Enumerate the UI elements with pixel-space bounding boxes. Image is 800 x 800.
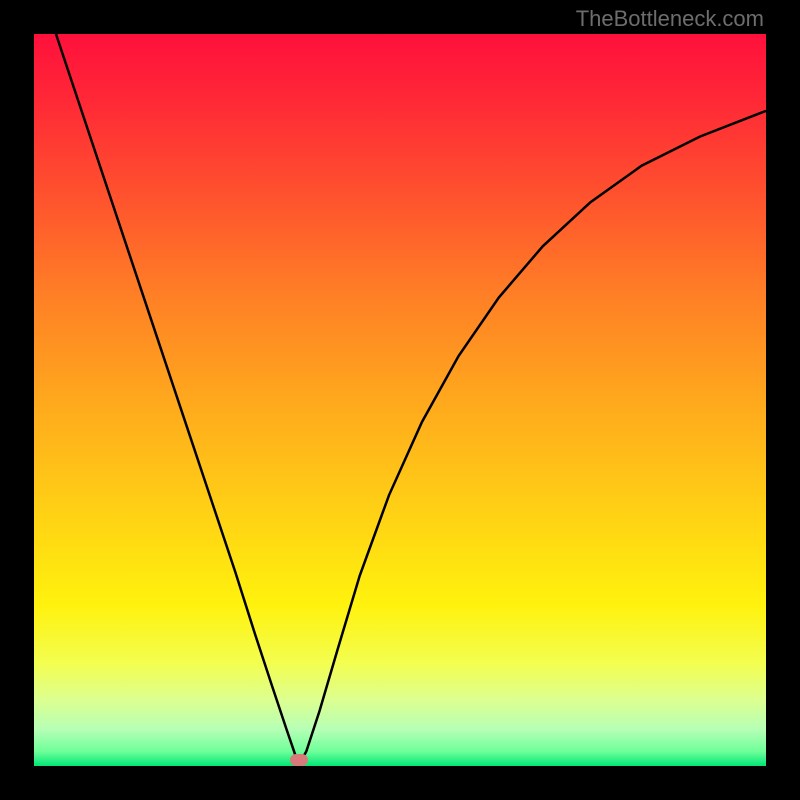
bottleneck-curve: [34, 34, 766, 766]
optimal-point-marker: [290, 754, 308, 766]
chart-frame: TheBottleneck.com: [0, 0, 800, 800]
curve-path: [56, 34, 766, 765]
plot-area: [34, 34, 766, 766]
frame-border-right: [766, 0, 800, 800]
frame-border-left: [0, 0, 34, 800]
frame-border-bottom: [0, 766, 800, 800]
watermark-text: TheBottleneck.com: [576, 6, 764, 32]
